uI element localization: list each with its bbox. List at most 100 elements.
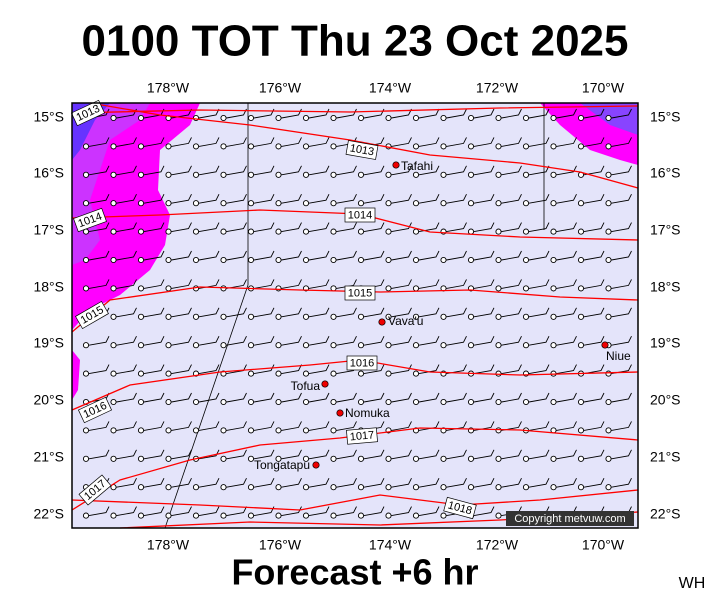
place-marker: [312, 461, 320, 469]
barb-station: [495, 512, 502, 519]
place-name: Niue: [606, 349, 631, 363]
barb-station: [467, 398, 475, 406]
barb: [88, 193, 110, 204]
barb: [556, 421, 577, 431]
top-axis-label: 172°W: [476, 80, 519, 96]
barb: [611, 137, 632, 147]
barb: [116, 222, 137, 233]
isobar-label: 1018: [443, 496, 477, 520]
barb-station: [605, 114, 612, 122]
barb: [501, 165, 522, 176]
barb: [308, 165, 330, 176]
barb-station: [302, 455, 310, 462]
barb: [418, 449, 440, 460]
barb: [88, 449, 110, 460]
barb: [583, 108, 605, 119]
barb: [528, 279, 550, 289]
barb-station: [522, 285, 530, 292]
barb: [528, 108, 550, 119]
barb: [253, 307, 275, 318]
barb-station: [137, 114, 145, 122]
barb: [501, 222, 522, 233]
barb-station: [192, 427, 200, 434]
barb: [556, 307, 577, 318]
barb-station: [192, 256, 200, 264]
barb-station: [357, 114, 365, 122]
barb: [583, 392, 605, 403]
barb-station: [495, 342, 502, 349]
barb-station: [550, 256, 557, 264]
barb: [418, 307, 440, 318]
barb-station: [247, 313, 255, 320]
barb: [143, 222, 165, 233]
left-axis-label: 17°S: [33, 222, 64, 238]
barb-station: [605, 256, 612, 264]
barb: [308, 250, 330, 261]
barb: [363, 307, 385, 318]
bottom-axis-label: 174°W: [369, 537, 412, 553]
barb: [198, 165, 220, 176]
barb-station: [220, 455, 227, 462]
isobar-label: 1014: [73, 207, 107, 233]
barb: [116, 165, 137, 176]
barb-station: [577, 484, 585, 491]
barb: [116, 506, 137, 517]
barb: [308, 477, 330, 488]
barb: [583, 193, 605, 204]
barb-station: [357, 398, 365, 406]
barb-station: [330, 484, 337, 491]
barb-station: [550, 285, 557, 292]
barb: [308, 222, 330, 233]
barb: [528, 222, 550, 233]
barb: [308, 421, 330, 431]
right-axis-label: 17°S: [650, 222, 681, 238]
place-name: Nomuka: [345, 406, 390, 420]
barb: [116, 193, 137, 204]
barb: [281, 165, 302, 176]
barb-station: [82, 256, 90, 264]
barb: [528, 421, 550, 431]
barb: [556, 137, 577, 147]
barb-station: [605, 313, 612, 320]
barb-station: [605, 200, 612, 207]
isobar-label-box: [344, 207, 376, 223]
barb: [226, 449, 247, 460]
barb-station: [522, 171, 530, 178]
barb: [143, 165, 165, 176]
barb-station: [495, 171, 502, 178]
barb: [363, 193, 385, 204]
barb: [336, 477, 357, 488]
barb: [281, 506, 302, 517]
barb-station: [412, 256, 420, 264]
barb-station: [220, 143, 227, 150]
barb: [556, 108, 577, 119]
barb: [391, 335, 412, 346]
barb: [418, 335, 440, 346]
isobar-label-box: [78, 474, 112, 506]
barb: [528, 193, 550, 204]
isobar-label-box: [443, 496, 477, 520]
barb-station: [385, 228, 392, 235]
isobar-label-text: 1014: [348, 209, 372, 221]
barb-station: [577, 200, 585, 207]
barb: [418, 364, 440, 375]
barb-station: [412, 484, 420, 491]
barb-station: [275, 342, 282, 349]
barb-station: [605, 427, 612, 434]
barb-station: [385, 114, 392, 122]
barb: [171, 137, 192, 147]
barb-station: [220, 512, 227, 519]
barb-station: [357, 512, 365, 519]
barb-station: [440, 313, 447, 320]
barb: [226, 335, 247, 346]
barb-station: [605, 398, 612, 406]
barb: [473, 108, 495, 119]
barb-station: [330, 370, 337, 377]
barb-station: [110, 114, 117, 122]
barb-station: [275, 313, 282, 320]
barb-station: [357, 228, 365, 235]
barb: [281, 477, 302, 488]
barb-station: [82, 512, 90, 519]
barb: [391, 307, 412, 318]
left-axis-label: 19°S: [33, 335, 64, 351]
